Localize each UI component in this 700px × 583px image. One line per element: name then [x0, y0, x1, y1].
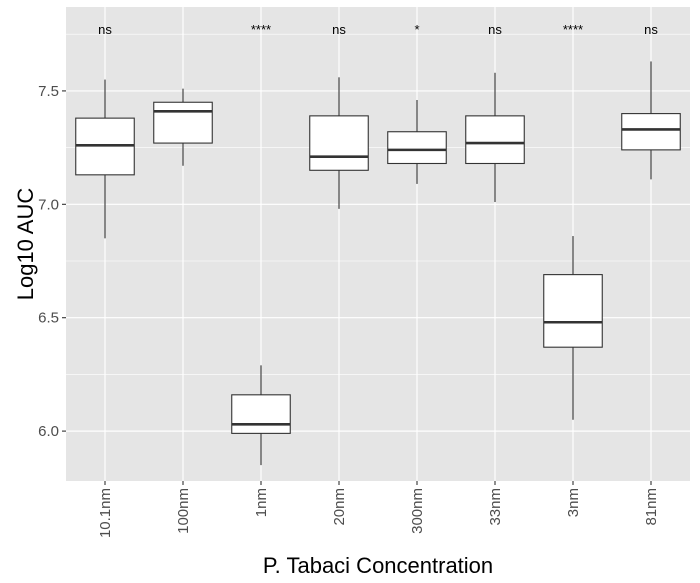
x-tick-label: 81nm: [643, 488, 660, 526]
x-tick-label: 3nm: [565, 488, 582, 517]
box-300nm: [387, 99, 447, 184]
boxes-layer: [75, 61, 681, 466]
box-33nm: [465, 72, 525, 203]
x-tick-label: 10.1nm: [97, 488, 114, 538]
x-tick-label: 33nm: [487, 488, 504, 526]
x-tick-label: 300nm: [409, 488, 426, 534]
plot-panel: [66, 7, 690, 481]
x-axis-title: P. Tabaci Concentration: [263, 553, 493, 578]
box-body: [231, 394, 291, 434]
y-tick-label: 7.5: [38, 83, 59, 100]
significance-label-10.1nm: ns: [98, 22, 112, 37]
box-3nm: [543, 236, 603, 420]
y-tick-label: 6.0: [38, 423, 59, 440]
x-axis: 10.1nm 100nm 1nm 20nm 300nm 33nm 3nm 81nm: [97, 481, 660, 538]
y-axis: 6.0 6.5 7.0 7.5: [38, 83, 66, 440]
y-tick-label: 7.0: [38, 196, 59, 213]
box-100nm: [153, 88, 213, 166]
significance-label-81nm: ns: [644, 22, 658, 37]
box-body: [621, 113, 681, 151]
box-10.1nm: [75, 79, 135, 239]
box-body: [387, 131, 447, 165]
box-81nm: [621, 61, 681, 180]
significance-label-20nm: ns: [332, 22, 346, 37]
box-body: [465, 115, 525, 165]
box-1nm: [231, 365, 291, 466]
box-body: [153, 101, 213, 144]
significance-label-1nm: ****: [251, 22, 271, 37]
x-tick-label: 100nm: [175, 488, 192, 534]
y-tick-label: 6.5: [38, 310, 59, 327]
x-tick-label: 1nm: [253, 488, 270, 517]
significance-label-3nm: ****: [563, 22, 583, 37]
significance-labels: ns **** ns * ns **** ns: [98, 22, 658, 37]
significance-label-33nm: ns: [488, 22, 502, 37]
box-body: [309, 115, 369, 171]
significance-label-300nm: *: [414, 22, 419, 37]
box-20nm: [309, 77, 369, 209]
x-tick-label: 20nm: [331, 488, 348, 526]
box-body: [543, 274, 603, 348]
y-axis-title: Log10 AUC: [13, 188, 38, 301]
